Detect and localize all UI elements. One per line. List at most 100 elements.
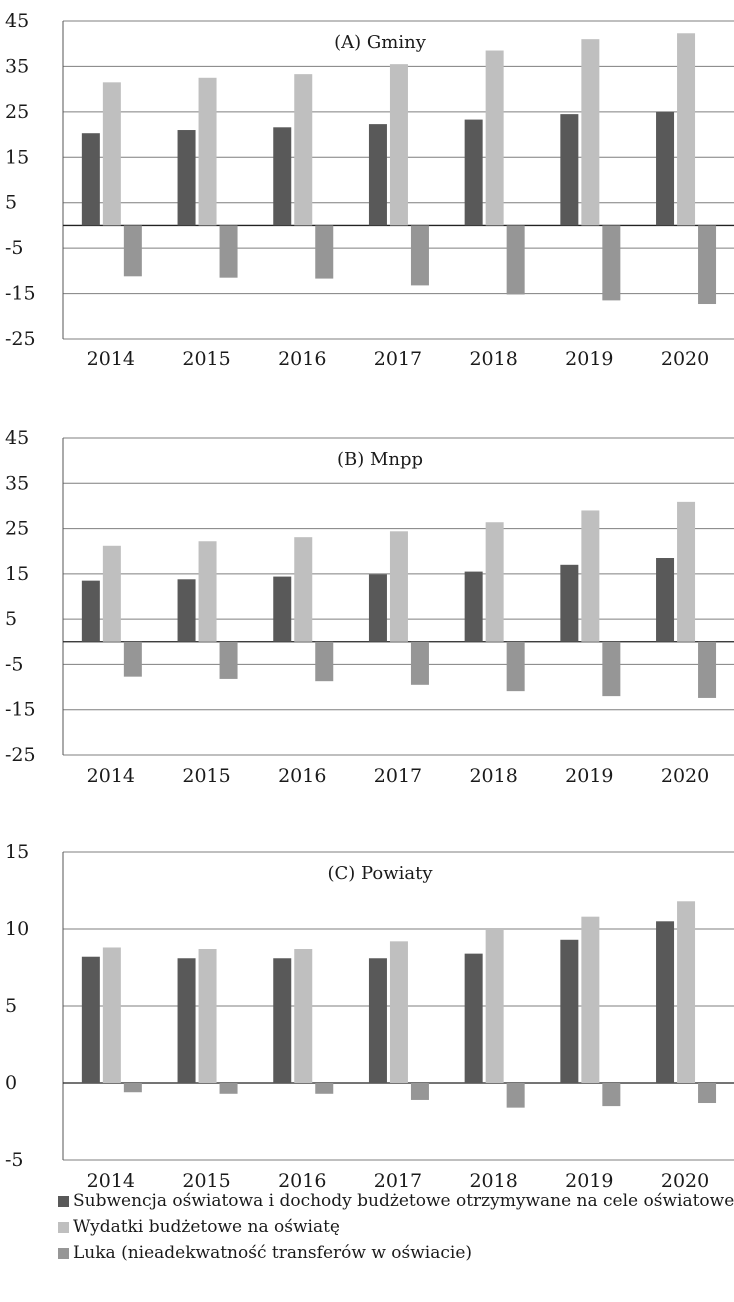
x-tick-c-2017: 2017 [374,1170,422,1192]
bar-a-s1-2016 [294,74,313,226]
y-tick-c-3: 0 [5,1072,17,1094]
x-tick-a-2020: 2020 [661,348,709,370]
x-tick-b-2016: 2016 [278,765,326,787]
y-tick-a-4: 5 [5,192,17,214]
legend-swatch-subwencja [58,1195,69,1207]
bar-b-s0-2020 [656,558,675,642]
bar-a-s2-2014 [123,225,142,277]
legend-label-luka: Luka (nieadekwatność transferów w oświac… [73,1243,473,1263]
bar-a-s0-2019 [560,114,579,226]
y-tick-a-1: 35 [5,55,29,77]
x-tick-c-2016: 2016 [278,1170,326,1192]
x-tick-c-2014: 2014 [87,1170,135,1192]
y-tick-a-6: -15 [5,283,36,305]
bar-c-s0-2014 [81,956,100,1083]
bar-b-s0-2018 [464,571,483,642]
bar-b-s0-2014 [81,580,100,642]
bar-a-s2-2016 [315,225,334,279]
legend-item-luka: Luka (nieadekwatność transferów w oświac… [58,1240,734,1266]
bar-c-s2-2016 [315,1083,334,1094]
bar-b-s1-2017 [389,531,408,642]
y-tick-a-2: 25 [5,101,29,123]
bar-a-s0-2017 [368,124,387,226]
x-tick-b-2019: 2019 [565,765,613,787]
bar-c-s2-2019 [602,1083,621,1107]
x-tick-b-2015: 2015 [182,765,230,787]
bar-a-s1-2017 [389,64,408,226]
bar-a-s1-2018 [485,50,504,226]
y-tick-a-3: 15 [5,146,29,168]
y-tick-b-3: 15 [5,563,29,585]
bar-a-s1-2015 [198,77,217,226]
bar-c-s1-2016 [294,949,313,1083]
y-tick-b-0: 45 [5,427,29,449]
x-tick-b-2020: 2020 [661,765,709,787]
bar-a-s2-2018 [506,225,525,295]
bar-b-s2-2019 [602,641,621,697]
bar-c-s0-2017 [368,958,387,1083]
y-tick-c-2: 5 [5,995,17,1017]
x-tick-c-2015: 2015 [182,1170,230,1192]
y-tick-b-6: -15 [5,699,36,721]
bar-a-s2-2017 [410,225,429,286]
x-tick-b-2017: 2017 [374,765,422,787]
chart-title-a: (A) Gminy [334,32,427,53]
x-tick-a-2018: 2018 [469,348,517,370]
y-tick-c-1: 10 [5,918,29,940]
bar-a-s0-2014 [81,133,100,226]
bar-c-s1-2015 [198,949,217,1083]
legend-swatch-luka [58,1247,69,1259]
bar-a-s2-2019 [602,225,621,301]
bar-b-s1-2019 [581,510,600,642]
bar-c-s2-2014 [123,1083,142,1093]
bar-a-s2-2015 [219,225,238,278]
bar-c-s1-2014 [102,947,121,1083]
y-tick-a-0: 45 [5,10,29,32]
bar-a-s0-2015 [177,130,196,226]
legend-label-subwencja: Subwencja oświatowa i dochody budżetowe … [73,1191,734,1211]
x-tick-a-2017: 2017 [374,348,422,370]
bar-a-s0-2016 [273,127,292,226]
bar-c-s1-2018 [485,929,504,1083]
x-tick-a-2016: 2016 [278,348,326,370]
bar-a-s0-2018 [464,119,483,226]
bar-a-s1-2014 [102,82,121,226]
bar-c-s0-2019 [560,939,579,1083]
bar-c-s1-2020 [677,901,696,1083]
bar-c-s2-2018 [506,1083,525,1108]
bar-a-s1-2019 [581,39,600,226]
bar-b-s0-2015 [177,579,196,642]
bar-b-s1-2014 [102,545,121,642]
bar-b-s1-2015 [198,541,217,642]
bar-c-s0-2020 [656,921,675,1083]
legend-label-wydatki: Wydatki budżetowe na oświatę [73,1217,340,1237]
bar-c-s1-2017 [389,941,408,1083]
bar-c-s2-2015 [219,1083,238,1094]
x-tick-c-2020: 2020 [661,1170,709,1192]
bar-b-s0-2016 [273,576,292,642]
legend-swatch-wydatki [58,1221,69,1233]
x-tick-c-2019: 2019 [565,1170,613,1192]
y-tick-a-5: -5 [5,237,24,259]
bar-b-s2-2016 [315,641,334,682]
bar-b-s2-2018 [506,641,525,692]
legend-item-wydatki: Wydatki budżetowe na oświatę [58,1214,734,1240]
x-tick-a-2014: 2014 [87,348,135,370]
y-tick-c-4: -5 [5,1149,24,1171]
bar-b-s2-2020 [698,641,717,698]
bar-b-s2-2017 [410,641,429,685]
bar-b-s0-2019 [560,564,579,642]
bar-b-s2-2014 [123,641,142,677]
bar-b-s1-2016 [294,537,313,642]
chart-title-c: (C) Powiaty [327,863,433,884]
y-tick-c-0: 15 [5,841,29,863]
y-tick-b-4: 5 [5,608,17,630]
y-tick-b-5: -5 [5,653,24,675]
bar-a-s0-2020 [656,111,675,226]
bar-a-s2-2020 [698,225,717,305]
legend-item-subwencja: Subwencja oświatowa i dochody budżetowe … [58,1188,734,1214]
bar-c-s0-2016 [273,958,292,1083]
bar-b-s1-2018 [485,522,504,642]
y-tick-a-7: -25 [5,328,36,350]
x-tick-a-2015: 2015 [182,348,230,370]
